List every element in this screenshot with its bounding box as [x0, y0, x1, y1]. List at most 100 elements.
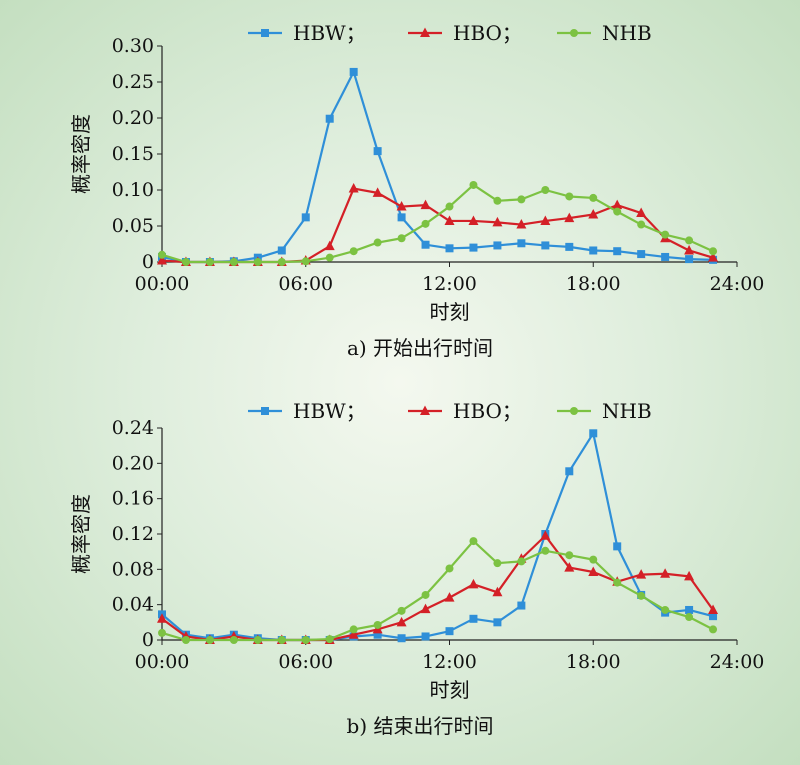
series-hbw-line: [161, 432, 714, 642]
series-hbo-point: [540, 215, 551, 225]
series-hbw-point: [421, 240, 430, 249]
series-nhb-point: [158, 250, 166, 259]
series-nhb-point: [253, 258, 262, 266]
series-nhb-point: [421, 590, 430, 599]
series-hbo-point: [588, 566, 599, 576]
series-hbw-point: [709, 612, 718, 621]
series-hbo-point: [660, 568, 671, 578]
legend-item-hbw: HBW；: [248, 21, 366, 45]
series-hbw-point: [397, 634, 406, 643]
y-tick-label: 0.20: [112, 452, 154, 474]
series-hbo-point: [684, 570, 695, 581]
series-hbo-point: [372, 187, 383, 197]
series-nhb-point: [205, 258, 214, 266]
legend-label: HBO；: [453, 399, 522, 423]
series-hbo-line: [161, 187, 714, 264]
series-hbo-point: [564, 562, 575, 572]
series-hbo-line: [161, 534, 714, 642]
legend-label: HBW；: [293, 21, 366, 45]
y-axis-title: 概率密度: [69, 494, 93, 574]
legend-marker: [570, 29, 578, 37]
series-nhb: [158, 537, 718, 644]
series-nhb-point: [685, 613, 694, 622]
series-nhb-point: [565, 192, 574, 201]
series-nhb-point: [445, 202, 454, 211]
legend-item-hbo: HBO；: [408, 399, 522, 423]
series-nhb-point: [325, 635, 334, 644]
legend-item-nhb: NHB: [557, 399, 652, 423]
legend-label: NHB: [602, 21, 652, 45]
series-nhb-point: [469, 537, 478, 546]
series-nhb-point: [349, 247, 358, 256]
y-tick-label: 0.04: [112, 594, 154, 616]
series-hbo-point: [157, 255, 167, 265]
series-hbo-point: [396, 616, 407, 627]
legend-item-hbw: HBW；: [248, 399, 366, 423]
legend-marker: [570, 407, 578, 415]
series-hbw-point: [397, 213, 406, 222]
series-nhb-point: [397, 606, 406, 615]
series-hbo-point: [540, 530, 551, 540]
legend-label: HBO；: [453, 21, 522, 45]
series-hbo-point: [492, 216, 503, 227]
y-tick-label: 0: [142, 629, 154, 651]
series-nhb-point: [469, 180, 478, 189]
series-nhb-point: [613, 207, 622, 216]
y-tick-label: 0.24: [112, 417, 154, 439]
y-tick-label: 0.30: [112, 35, 154, 57]
series-nhb-point: [517, 557, 526, 566]
y-tick-label: 0.16: [112, 488, 154, 510]
series-hbo: [157, 530, 719, 644]
series-nhb-point: [181, 636, 190, 644]
series-hbw-point: [565, 467, 574, 476]
legend-marker: [420, 405, 430, 415]
series-hbw-point: [373, 147, 382, 156]
series-hbw-point: [541, 241, 550, 250]
series-nhb-point: [301, 636, 310, 644]
series-hbo-point: [564, 212, 575, 223]
series-hbo-point: [420, 603, 431, 614]
series-nhb-point: [229, 636, 238, 644]
series-nhb-point: [349, 625, 358, 634]
y-tick-label: 0.20: [112, 107, 154, 129]
series-hbw-point: [589, 429, 598, 438]
series-nhb-point: [709, 247, 718, 256]
series-hbw-point: [493, 618, 502, 627]
series-nhb-point: [637, 591, 646, 600]
series-hbw-point: [565, 242, 574, 251]
series-nhb-point: [661, 230, 670, 239]
series-hbw-point: [277, 246, 286, 255]
x-tick-label: 12:00: [422, 273, 477, 295]
x-tick-label: 00:00: [135, 651, 190, 673]
series-nhb-point: [397, 234, 406, 243]
series-hbw-point: [517, 601, 526, 610]
series-hbo-point: [636, 569, 647, 579]
legend-label: NHB: [602, 399, 652, 423]
series-nhb-point: [158, 628, 166, 637]
series-hbo-point: [348, 629, 359, 639]
x-axis-title: 时刻: [430, 300, 470, 324]
series-nhb: [158, 180, 718, 266]
chart-a-caption: a) 开始出行时间: [347, 336, 493, 360]
x-tick-label: 06:00: [278, 651, 333, 673]
y-tick-label: 0.05: [112, 215, 154, 237]
series-hbw-point: [637, 250, 646, 259]
series-nhb-point: [205, 636, 214, 644]
y-tick-label: 0.15: [112, 143, 154, 165]
series-hbw-point: [349, 67, 358, 76]
series-nhb-point: [685, 236, 694, 245]
series-hbo-point: [492, 586, 503, 597]
series-nhb-point: [541, 546, 550, 555]
chart-b: 0 0.04 0.08 0.12 0.16 0.20 0.24 00:00 06:00 12:00…: [69, 399, 764, 738]
y-tick-label: 0: [142, 251, 154, 273]
series-hbo-point: [588, 208, 599, 219]
series-nhb-point: [277, 636, 286, 644]
series-hbw-point: [685, 255, 694, 264]
legend-marker: [261, 29, 269, 37]
series-hbo-point: [468, 578, 479, 589]
legend-item-nhb: NHB: [557, 21, 652, 45]
series-hbw-point: [373, 630, 382, 639]
series-nhb-point: [493, 559, 502, 568]
x-tick-label: 18:00: [566, 273, 621, 295]
